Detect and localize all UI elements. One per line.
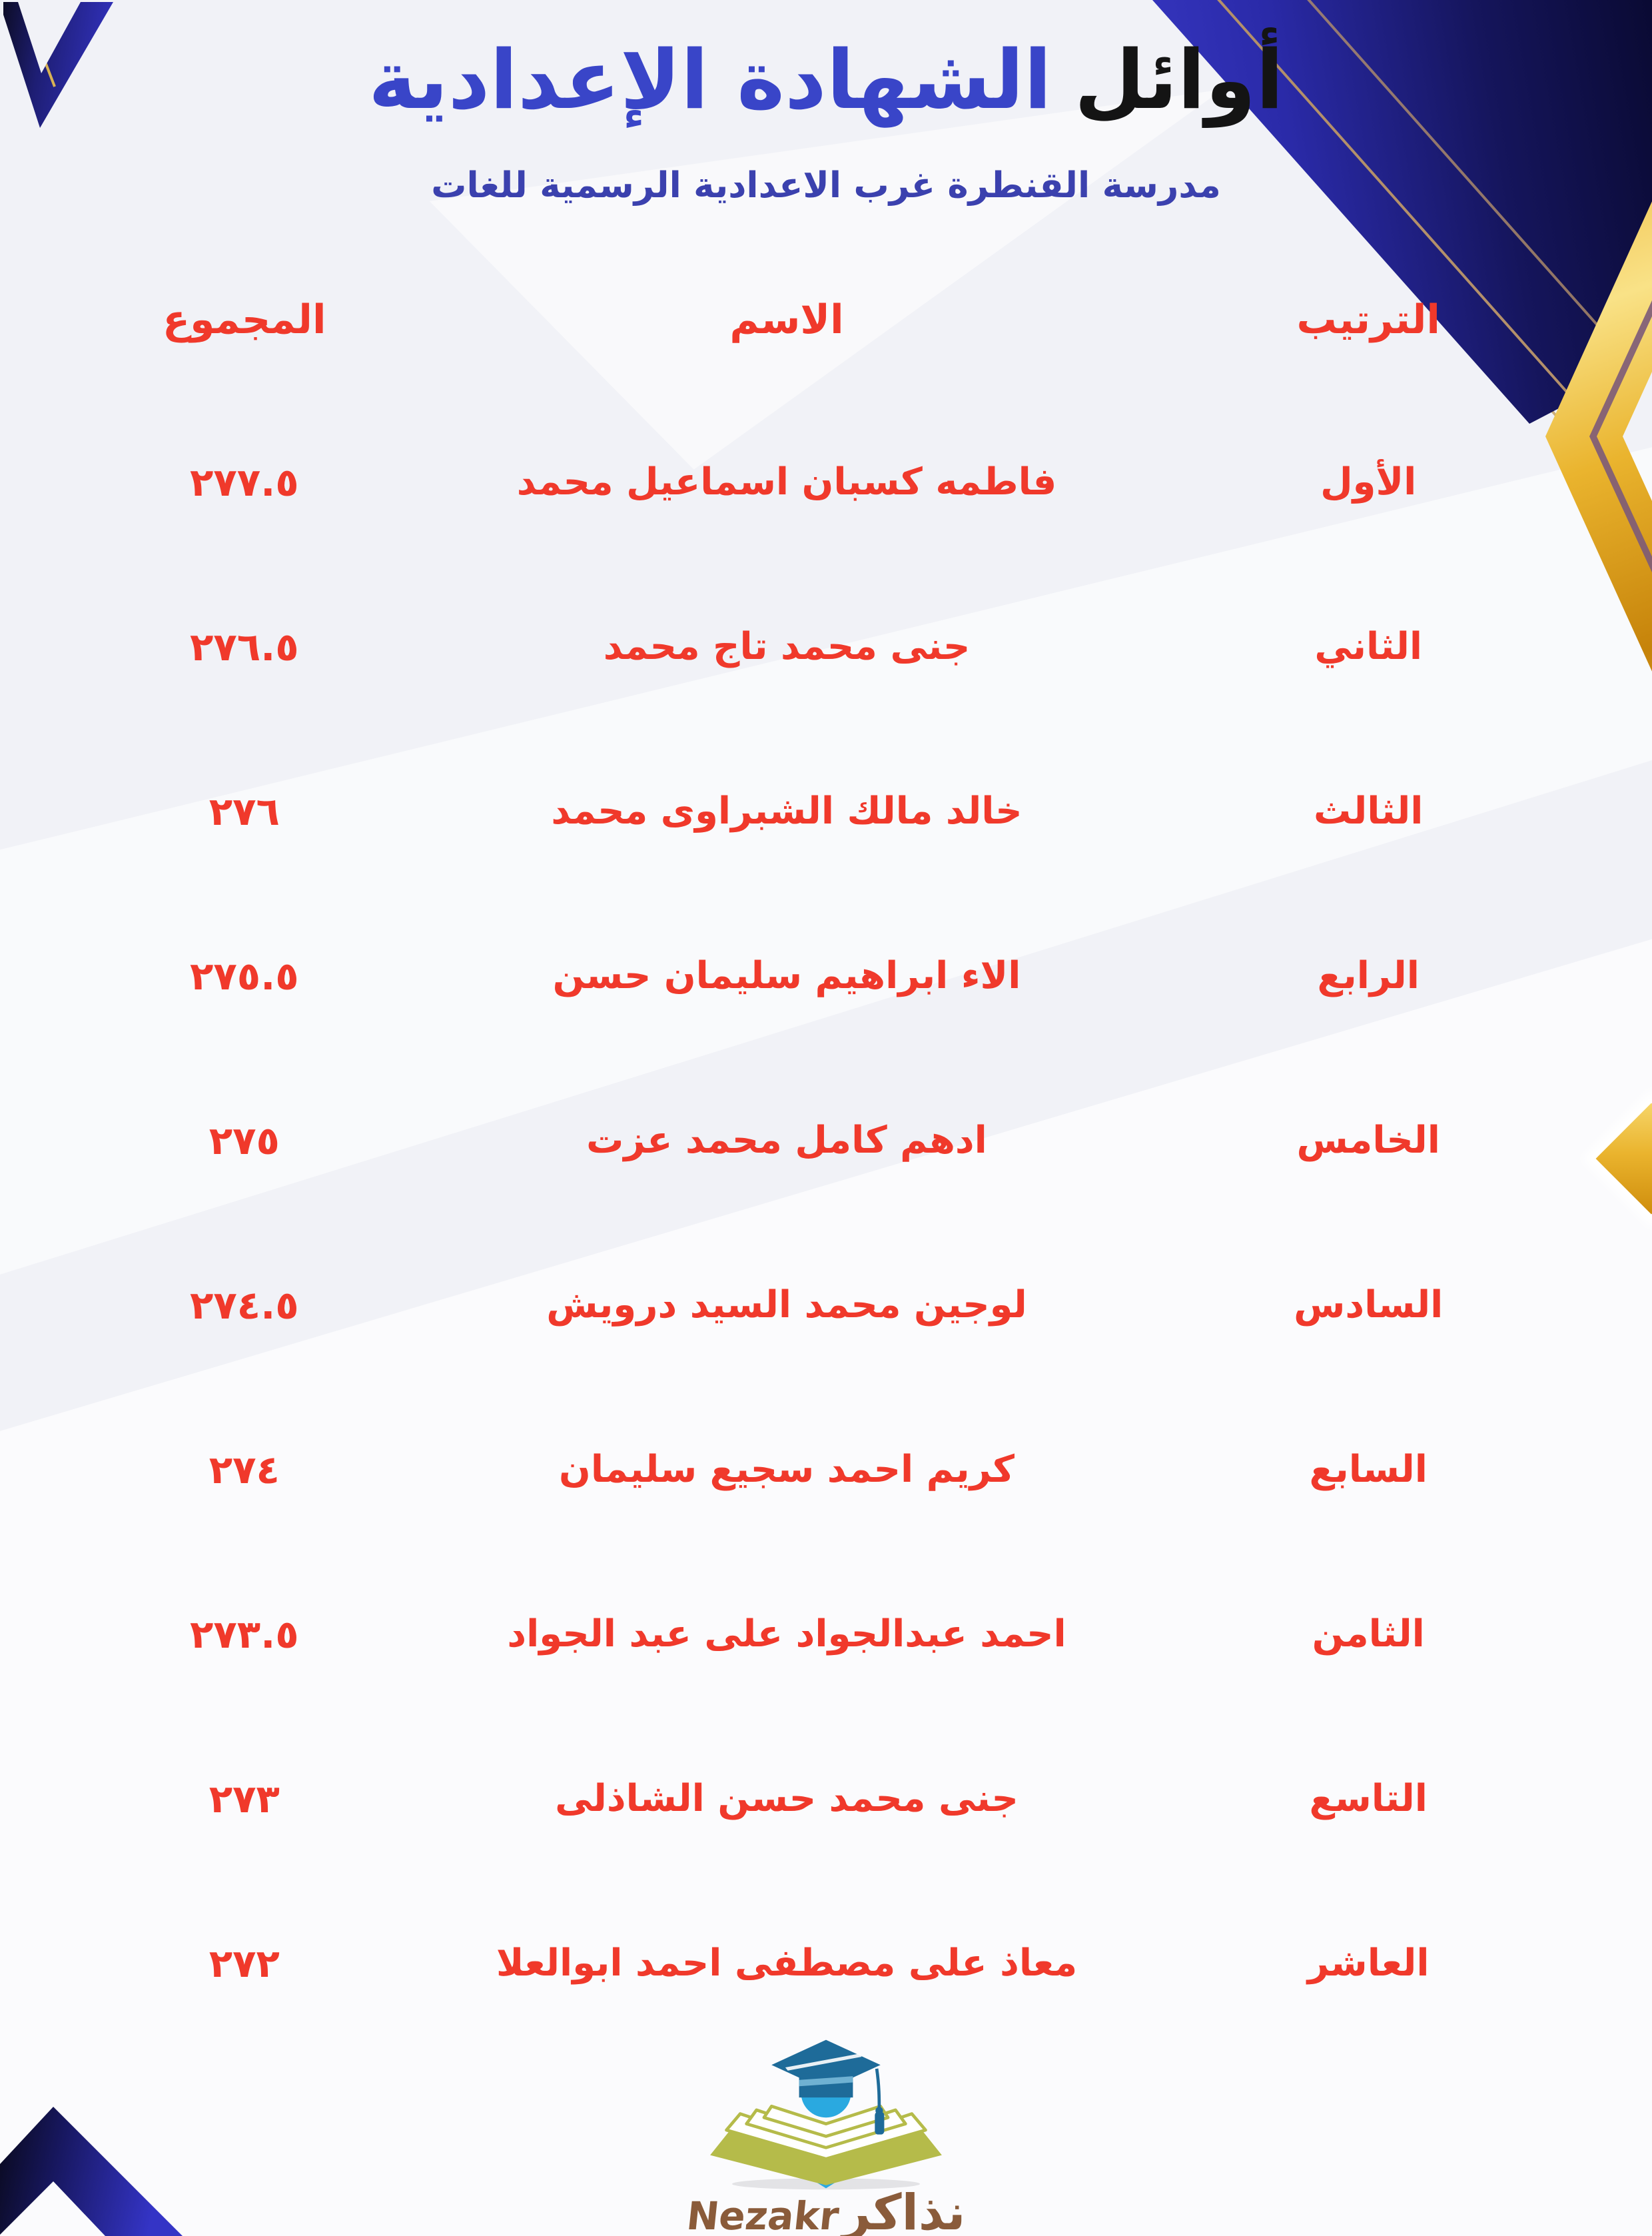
rank-cell: الثامن	[1312, 1612, 1425, 1656]
rank-cell: السادس	[1294, 1283, 1444, 1327]
name-cell: الاء ابراهيم سليمان حسن	[552, 954, 1021, 997]
table-row: السادس لوجين محمد السيد درويش ٢٧٤.٥	[40, 1223, 1612, 1387]
name-cell: ادهم كامل محمد عزت	[586, 1119, 987, 1162]
header-total: المجموع	[163, 296, 326, 343]
total-cell: ٢٧٥.٥	[190, 953, 299, 999]
total-cell: ٢٧٦.٥	[190, 624, 299, 670]
rank-cell: العاشر	[1307, 1942, 1430, 1985]
table-row: الرابع الاء ابراهيم سليمان حسن ٢٧٥.٥	[40, 893, 1612, 1058]
total-cell: ٢٧٣.٥	[190, 1611, 299, 1657]
name-cell: احمد عبدالجواد على عبد الجواد	[507, 1612, 1066, 1656]
nezakr-logo: نذاكر Nezakr	[613, 2036, 1039, 2236]
logo-text: نذاكر Nezakr	[613, 2184, 1039, 2236]
name-cell: جنى محمد تاج محمد	[603, 625, 971, 668]
name-cell: خالد مالك الشبراوى محمد	[551, 790, 1023, 833]
rank-cell: التاسع	[1309, 1777, 1428, 1820]
rank-cell: الرابع	[1317, 954, 1420, 997]
total-cell: ٢٧٣	[208, 1776, 280, 1822]
school-name: مدرسة القنطرة غرب الاعدادية الرسمية للغا…	[431, 165, 1221, 206]
total-cell: ٢٧٢	[208, 1940, 280, 1986]
rank-cell: الثالث	[1314, 790, 1424, 833]
total-cell: ٢٧٤	[208, 1446, 280, 1492]
table-row: الخامس ادهم كامل محمد عزت ٢٧٥	[40, 1058, 1612, 1223]
tassel-cord	[875, 2068, 881, 2110]
total-cell: ٢٧٧.٥	[190, 459, 299, 505]
name-cell: كريم احمد سجيع سليمان	[559, 1448, 1015, 1491]
name-cell: جنى محمد حسن الشاذلى	[555, 1777, 1019, 1820]
name-cell: فاطمه كسبان اسماعيل محمد	[516, 460, 1057, 504]
table-row: السابع كريم احمد سجيع سليمان ٢٧٤	[40, 1387, 1612, 1552]
header-name: الاسم	[729, 296, 844, 343]
title-prefix: أوائل	[1074, 33, 1284, 127]
table-row: الثاني جنى محمد تاج محمد ٢٧٦.٥	[40, 564, 1612, 729]
page-title: أوائل الشهادة الإعدادية	[0, 9, 1652, 151]
table-body: الأول فاطمه كسبان اسماعيل محمد ٢٧٧.٥ الث…	[40, 400, 1612, 2045]
rank-cell: السابع	[1309, 1448, 1428, 1491]
logo-latin-name: Nezakr	[684, 2193, 841, 2236]
table-row: التاسع جنى محمد حسن الشاذلى ٢٧٣	[40, 1716, 1612, 1881]
title-main: الشهادة الإعدادية	[368, 33, 1052, 127]
name-cell: لوجين محمد السيد درويش	[546, 1283, 1027, 1327]
table-row: العاشر معاذ على مصطفى احمد ابوالعلا ٢٧٢	[40, 1881, 1612, 2045]
logo-arabic-name: نذاكر	[842, 2184, 966, 2236]
graduate-book-icon	[710, 2039, 942, 2190]
name-cell: معاذ على مصطفى احمد ابوالعلا	[496, 1942, 1078, 1985]
total-cell: ٢٧٤.٥	[190, 1282, 299, 1328]
table-row: الأول فاطمه كسبان اسماعيل محمد ٢٧٧.٥	[40, 400, 1612, 564]
results-table: الترتيب الاسم المجموع الأول فاطمه كسبان …	[40, 240, 1612, 2045]
header-rank: الترتيب	[1296, 296, 1440, 343]
table-row: الثالث خالد مالك الشبراوى محمد ٢٧٦	[40, 729, 1612, 893]
tassel-end	[875, 2111, 885, 2135]
rank-cell: الثاني	[1314, 625, 1423, 668]
table-header-row: الترتيب الاسم المجموع	[40, 240, 1612, 400]
total-cell: ٢٧٦	[208, 788, 280, 834]
table-row: الثامن احمد عبدالجواد على عبد الجواد ٢٧٣…	[40, 1552, 1612, 1716]
total-cell: ٢٧٥	[208, 1117, 280, 1163]
rank-cell: الخامس	[1296, 1119, 1440, 1162]
rank-cell: الأول	[1320, 460, 1417, 504]
